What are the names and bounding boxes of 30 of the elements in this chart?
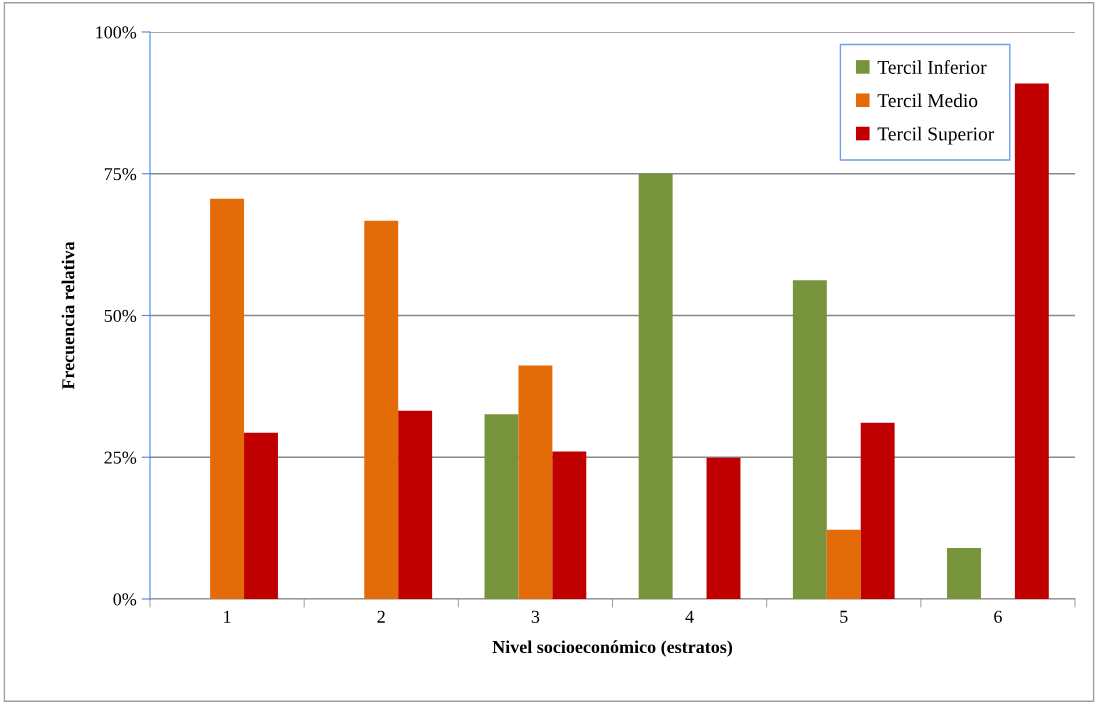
bar [792, 280, 827, 599]
bar [706, 457, 741, 599]
legend-label: Tercil Inferior [877, 60, 987, 74]
x-axis-title: Nivel socioeconómico (estratos) [492, 640, 733, 657]
legend-label: Tercil Medio [877, 93, 978, 108]
y-axis-title: Frecuencia relativa [61, 241, 75, 390]
bar [244, 432, 278, 599]
bar [1014, 83, 1049, 599]
bar [484, 414, 519, 599]
bar [552, 451, 587, 599]
y-tick-label: 0% [113, 593, 137, 606]
x-tick-label: 4 [685, 610, 694, 623]
bar [364, 220, 399, 599]
x-tick-label: 5 [840, 610, 848, 623]
x-tick-label: 6 [994, 610, 1002, 623]
bar [398, 410, 433, 599]
bar [826, 529, 861, 599]
bar [947, 547, 981, 599]
x-tick-label: 1 [224, 610, 231, 623]
legend-label: Tercil Superior [877, 126, 995, 145]
y-tick-label: 75% [104, 168, 137, 181]
bar [638, 173, 673, 599]
x-tick-label: 2 [377, 610, 385, 623]
bar [518, 365, 553, 599]
y-tick-label: 25% [104, 451, 137, 464]
y-tick-label: 100% [96, 26, 137, 39]
x-tick-label: 3 [531, 610, 540, 623]
bar [860, 422, 895, 599]
y-tick-label: 50% [104, 309, 137, 322]
bar [210, 198, 245, 599]
